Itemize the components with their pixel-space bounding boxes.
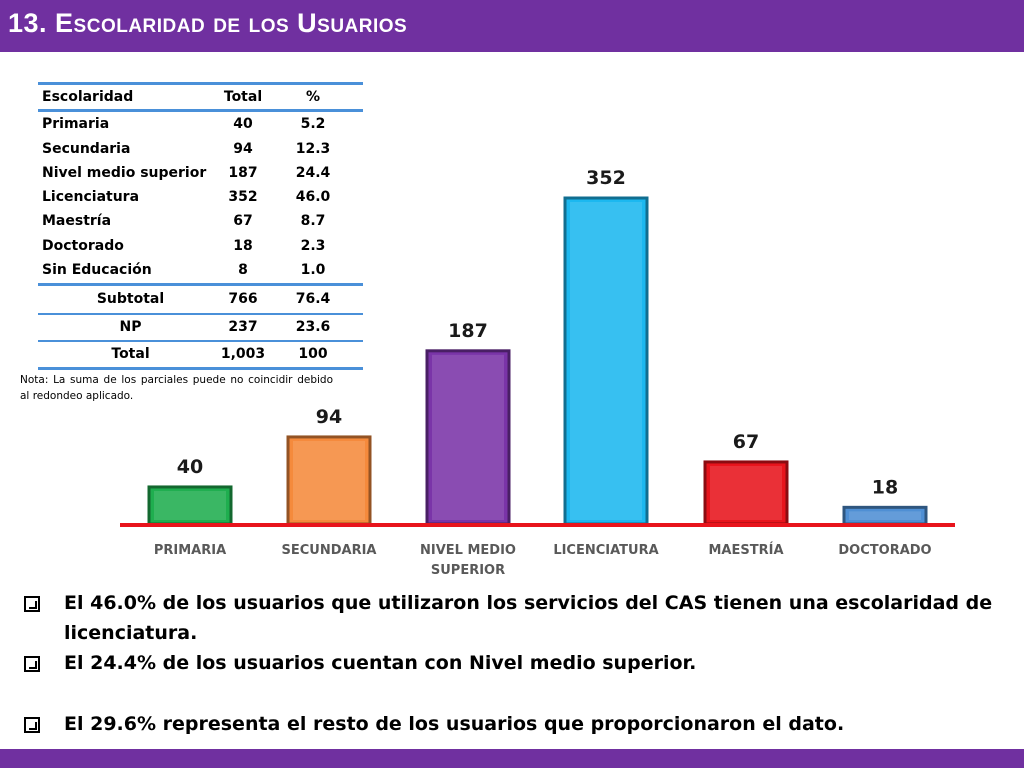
bar-highlight (849, 511, 921, 520)
row-total: 94 (233, 140, 253, 157)
row-total: 67 (233, 213, 253, 230)
checkbox-bullet-icon (24, 656, 40, 672)
row-label: Nivel medio superior (42, 164, 207, 181)
table-header-row: Escolaridad Total % (38, 85, 363, 109)
row-label: Primaria (42, 116, 110, 133)
header-total: Total (223, 89, 263, 105)
table-rule-total-top (38, 340, 363, 342)
row-percent: 24.4 (295, 164, 331, 181)
subtotal-total: 766 (228, 291, 258, 308)
row-total: 18 (233, 237, 253, 254)
header-percent: % (305, 89, 321, 105)
row-label: Maestría (42, 213, 112, 230)
np-label: NP (119, 318, 142, 335)
category-tick-label: SUPERIOR (431, 563, 505, 578)
statistics-table: Escolaridad Total % Primaria 40 5.2 Secu… (38, 82, 363, 370)
table-rule-top (38, 82, 363, 85)
category-tick-label: SECUNDARIA (282, 543, 377, 558)
bar-highlight (570, 202, 642, 520)
bar-licenciatura (563, 196, 649, 526)
row-label: Sin Educación (42, 262, 152, 279)
bar-highlight (154, 490, 226, 520)
bar-value-label: 352 (586, 167, 626, 189)
subtotal-percent: 76.4 (295, 291, 331, 308)
bar-primaria (147, 485, 233, 526)
bar-highlight (293, 440, 365, 520)
table-row: Secundaria 94 12.3 (38, 137, 363, 161)
category-tick-label: NIVEL MEDIO (420, 543, 516, 558)
np-percent: 23.6 (295, 318, 331, 335)
row-percent: 46.0 (295, 189, 331, 206)
row-total: 187 (228, 164, 258, 181)
table-total-row: Total 1,003 100 (38, 342, 363, 366)
table-note: Nota: La suma de los parciales puede no … (20, 374, 333, 402)
row-percent: 8.7 (300, 213, 326, 230)
page-title: 13. Escolaridad de los Usuarios (8, 8, 408, 38)
category-tick-label: PRIMARIA (154, 543, 226, 558)
table-row: Doctorado 18 2.3 (38, 234, 363, 258)
row-label: Licenciatura (42, 189, 140, 206)
table-rule-subtotal-top (38, 283, 363, 286)
title-bar: 13. Escolaridad de los Usuarios (0, 0, 1024, 52)
bar-nivel-medio-superior (425, 349, 511, 526)
subtotal-label: Subtotal (96, 291, 165, 308)
bullet-text: El 46.0% de los usuarios que utilizaron … (64, 592, 993, 644)
total-total: 1,003 (220, 345, 266, 362)
category-tick-label: MAESTRÍA (708, 542, 783, 558)
header-escolaridad: Escolaridad (42, 89, 134, 105)
bar-maestría (703, 460, 789, 526)
table-row: Licenciatura 352 46.0 (38, 185, 363, 209)
table-row: Nivel medio superior 187 24.4 (38, 161, 363, 185)
bar-value-label: 94 (316, 406, 342, 428)
table-row: Sin Educación 8 1.0 (38, 258, 363, 282)
checkbox-bullet-icon (24, 596, 40, 612)
row-percent: 5.2 (300, 116, 326, 133)
table-rule-header (38, 109, 363, 112)
row-label: Secundaria (42, 140, 131, 157)
bar-value-label: 18 (872, 476, 898, 498)
row-percent: 2.3 (300, 237, 326, 254)
category-tick-label: DOCTORADO (838, 543, 931, 558)
row-percent: 12.3 (295, 140, 331, 157)
bar-highlight (710, 465, 782, 520)
table-rule-np-top (38, 313, 363, 315)
row-percent: 1.0 (300, 262, 326, 279)
row-total: 352 (228, 189, 258, 206)
total-label: Total (111, 345, 150, 362)
bullet-text: El 24.4% de los usuarios cuentan con Niv… (64, 652, 697, 674)
bar-chart: 40 PRIMARIA 94 SECUNDARIA 187 NIVEL MEDIO SUPE… (120, 167, 955, 578)
bottom-bar (0, 749, 1024, 768)
table-subtotal-row: Subtotal 766 76.4 (38, 287, 363, 311)
bar-value-label: 40 (177, 456, 203, 478)
category-tick-label: LICENCIATURA (553, 543, 658, 558)
total-percent: 100 (298, 345, 328, 362)
bar-secundaria (286, 435, 372, 526)
row-total: 8 (238, 262, 248, 279)
bullet-text: El 29.6% representa el resto de los usua… (64, 713, 845, 735)
bar-highlight (432, 354, 504, 520)
np-total: 237 (228, 318, 258, 335)
table-rule-bottom (38, 367, 363, 370)
row-label: Doctorado (42, 237, 124, 254)
table-np-row: NP 237 23.6 (38, 315, 363, 339)
table-row: Primaria 40 5.2 (38, 112, 363, 136)
checkbox-bullet-icon (24, 717, 40, 733)
bar-value-label: 187 (448, 320, 488, 342)
table-row: Maestría 67 8.7 (38, 209, 363, 233)
row-total: 40 (233, 116, 253, 133)
bar-value-label: 67 (733, 431, 759, 453)
